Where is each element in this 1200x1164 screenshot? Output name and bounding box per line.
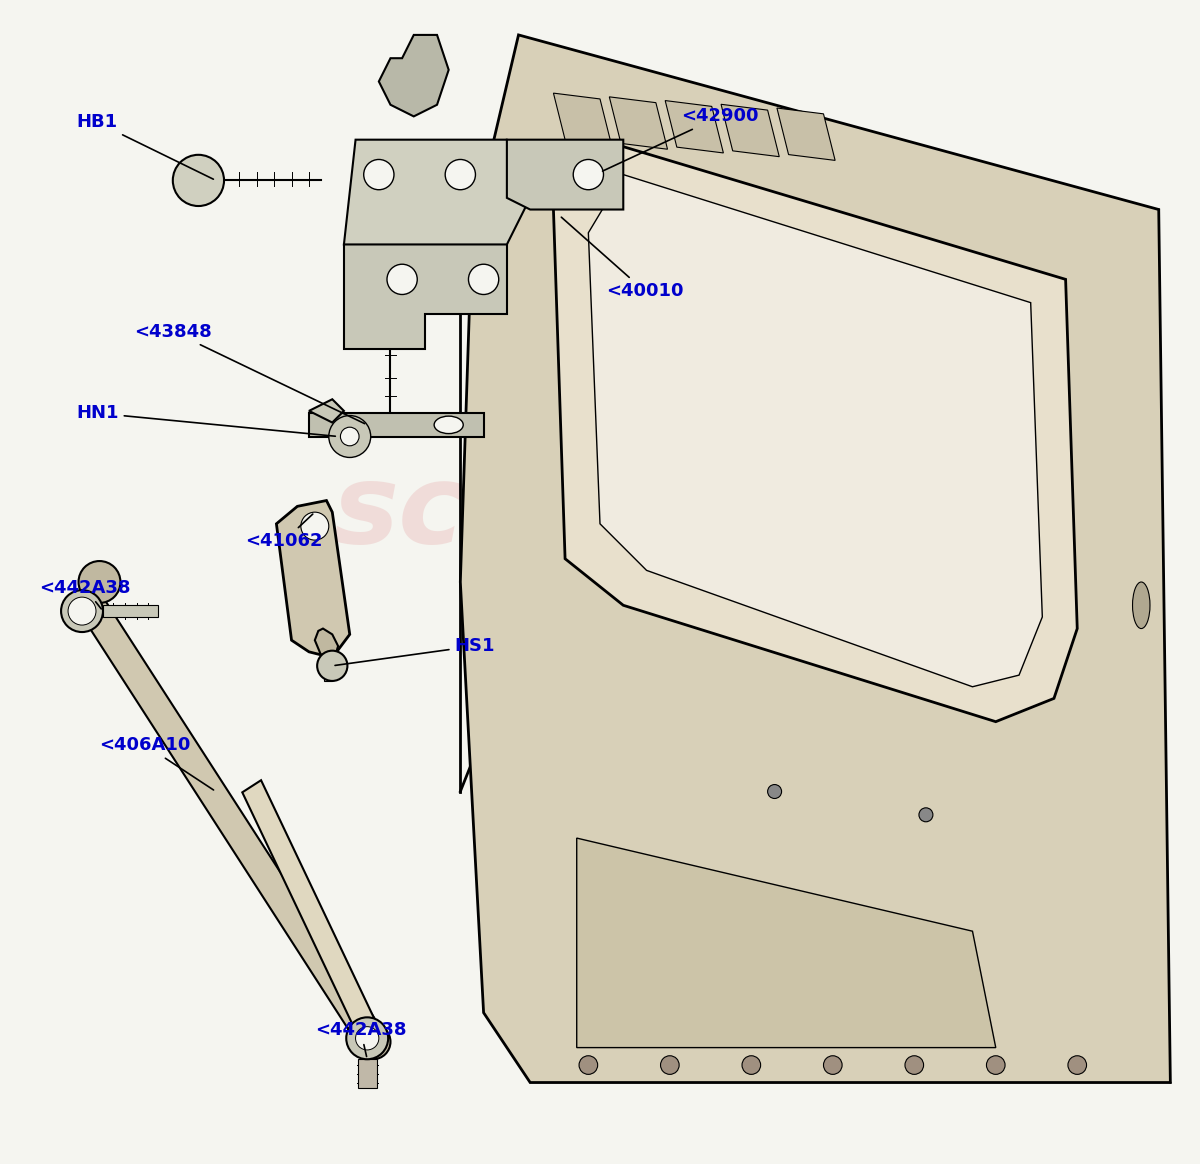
Polygon shape (310, 413, 484, 436)
Circle shape (317, 651, 348, 681)
Circle shape (355, 1027, 379, 1050)
Circle shape (580, 1056, 598, 1074)
Text: <41062: <41062 (245, 514, 323, 551)
Circle shape (986, 1056, 1006, 1074)
Circle shape (445, 159, 475, 190)
Circle shape (78, 561, 120, 603)
Text: <442A38: <442A38 (314, 1021, 407, 1057)
Polygon shape (553, 140, 1078, 722)
Circle shape (329, 416, 371, 457)
Text: scuderia: scuderia (334, 459, 866, 566)
Text: <40010: <40010 (562, 218, 683, 300)
Circle shape (574, 159, 604, 190)
Ellipse shape (434, 417, 463, 434)
Bar (937, 372, 1002, 431)
Polygon shape (553, 93, 612, 146)
Circle shape (364, 159, 394, 190)
Bar (810, 431, 874, 489)
Polygon shape (721, 105, 779, 157)
Polygon shape (610, 97, 667, 149)
Bar (874, 431, 937, 489)
Bar (1002, 314, 1066, 372)
Polygon shape (344, 244, 506, 349)
Circle shape (468, 264, 499, 294)
Bar (937, 314, 1002, 372)
Polygon shape (358, 1059, 377, 1088)
Text: <43848: <43848 (134, 322, 365, 424)
Ellipse shape (1133, 582, 1150, 629)
Polygon shape (76, 591, 385, 1050)
Polygon shape (276, 501, 349, 658)
Bar (810, 314, 874, 372)
Circle shape (355, 1024, 390, 1059)
Polygon shape (242, 780, 383, 1048)
Circle shape (68, 597, 96, 625)
Text: <442A38: <442A38 (38, 579, 131, 609)
Polygon shape (103, 605, 157, 617)
Bar (874, 314, 937, 372)
Polygon shape (324, 651, 332, 681)
Circle shape (823, 1056, 842, 1074)
Circle shape (742, 1056, 761, 1074)
Bar (874, 372, 937, 431)
Polygon shape (314, 629, 338, 658)
Bar (1002, 431, 1066, 489)
Text: HS1: HS1 (335, 637, 496, 666)
Polygon shape (577, 838, 996, 1048)
Text: HN1: HN1 (77, 404, 335, 436)
Bar (810, 372, 874, 431)
Circle shape (173, 155, 224, 206)
Polygon shape (665, 100, 724, 152)
Circle shape (347, 1017, 388, 1059)
Circle shape (301, 512, 329, 540)
Polygon shape (776, 108, 835, 161)
Circle shape (1068, 1056, 1086, 1074)
Polygon shape (310, 399, 344, 423)
Circle shape (341, 427, 359, 446)
Polygon shape (344, 140, 530, 244)
Circle shape (768, 785, 781, 799)
Polygon shape (461, 35, 1170, 1083)
Text: HB1: HB1 (77, 113, 214, 179)
Circle shape (660, 1056, 679, 1074)
Circle shape (386, 264, 418, 294)
Polygon shape (588, 175, 1043, 687)
Text: car  parts: car parts (508, 587, 694, 624)
Circle shape (919, 808, 932, 822)
Circle shape (61, 590, 103, 632)
Circle shape (905, 1056, 924, 1074)
Polygon shape (506, 140, 623, 210)
Bar (937, 431, 1002, 489)
Text: <406A10: <406A10 (100, 736, 214, 790)
Polygon shape (379, 35, 449, 116)
Text: <42900: <42900 (602, 107, 758, 171)
Bar (1002, 372, 1066, 431)
